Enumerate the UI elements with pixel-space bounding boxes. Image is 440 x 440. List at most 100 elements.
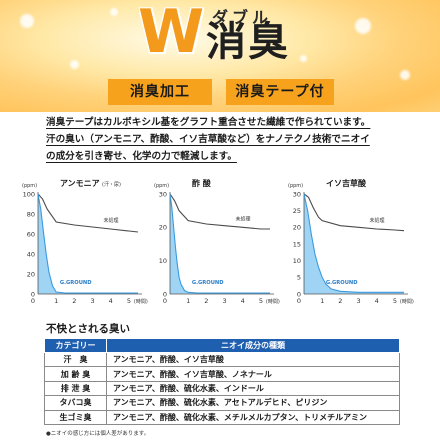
row-components: アンモニア、酢酸、イソ吉草酸、ノネナール bbox=[106, 366, 400, 382]
series-line-gground bbox=[303, 193, 404, 293]
series-line-untreated bbox=[37, 193, 139, 233]
sparkle-decoration bbox=[20, 14, 34, 28]
sparkle-decoration bbox=[355, 18, 371, 34]
odor-table: カテゴリー ニオイ成分の種類 汗 臭 アンモニア、酢酸、イソ吉草酸 加 齢 臭 … bbox=[44, 338, 400, 425]
title-w-letter: W bbox=[138, 0, 205, 67]
x-tick-label: 5 bbox=[127, 297, 131, 305]
x-unit-label: (時間) bbox=[134, 299, 148, 305]
sparkle-decoration bbox=[70, 60, 79, 69]
x-tick-label: 1 bbox=[54, 297, 58, 305]
x-tick-label: 5 bbox=[393, 297, 397, 305]
chart-acetic-acid: (ppm) 酢 酸 0 10 20 30 0 1 2 3 4 5 (時間) 未処理 G.GROUND bbox=[152, 176, 294, 311]
y-tick-label: 80 bbox=[27, 210, 35, 218]
x-unit-label: (時間) bbox=[400, 299, 414, 305]
y-unit-label: (ppm) bbox=[288, 183, 303, 189]
table-row: 排 泄 臭 アンモニア、酢酸、硫化水素、インドール bbox=[44, 380, 400, 397]
x-tick-label: 3 bbox=[90, 297, 94, 305]
y-tick-label: 5 bbox=[297, 274, 301, 282]
x-unit-label: (時間) bbox=[266, 299, 280, 305]
x-tick-label: 0 bbox=[31, 297, 35, 305]
title-subtitle: ダブル bbox=[212, 8, 273, 27]
row-components: アンモニア、酢酸、硫化水素、アセトアルデヒド、ピリジン bbox=[106, 395, 400, 411]
y-tick-label: 40 bbox=[27, 250, 35, 258]
row-category: 加 齢 臭 bbox=[44, 366, 107, 382]
series-area-gground bbox=[38, 194, 138, 294]
row-category: 汗 臭 bbox=[44, 351, 107, 368]
column-header-category: カテゴリー bbox=[44, 338, 107, 353]
x-tick-label: 1 bbox=[186, 297, 190, 305]
description-line: 消臭テープはカルボキシル基をグラフト重合させた繊維で作られています。 bbox=[46, 117, 371, 128]
y-tick-label: 100 bbox=[23, 190, 35, 198]
description-line: 汗の臭い（アンモニア、酢酸、イソ吉草酸など）をナノテクノ技術でニオイ bbox=[46, 134, 370, 145]
feature-tag-deodorant-processing: 消臭加工 bbox=[108, 79, 212, 105]
x-tick-label: 4 bbox=[375, 297, 379, 305]
y-tick-label: 20 bbox=[293, 224, 301, 232]
table-header-row: カテゴリー ニオイ成分の種類 bbox=[44, 338, 400, 353]
feature-tag-deodorant-tape: 消臭テープ付 bbox=[226, 79, 334, 105]
row-category: 排 泄 臭 bbox=[44, 380, 107, 397]
series-line-untreated bbox=[303, 193, 405, 232]
y-tick-label: 20 bbox=[27, 270, 35, 278]
sparkle-decoration bbox=[400, 70, 410, 80]
series-line-gground bbox=[169, 193, 270, 294]
x-tick-label: 0 bbox=[297, 297, 301, 305]
row-category: タバコ臭 bbox=[44, 395, 107, 411]
series-area-gground bbox=[170, 194, 270, 294]
table-row: 汗 臭 アンモニア、酢酸、イソ吉草酸 bbox=[44, 351, 400, 368]
chart-svg: (ppm) 酢 酸 0 10 20 30 0 1 2 3 4 5 (時間) 未処理 G.GROUND bbox=[154, 178, 280, 305]
x-tick-label: 5 bbox=[259, 297, 263, 305]
x-tick-label: 4 bbox=[109, 297, 113, 305]
series-label-gground: G.GROUND bbox=[60, 280, 92, 286]
y-tick-label: 60 bbox=[27, 230, 35, 238]
table-row: タバコ臭 アンモニア、酢酸、硫化水素、アセトアルデヒド、ピリジン bbox=[44, 395, 400, 411]
page-title: 消臭 bbox=[206, 19, 290, 65]
row-components: アンモニア、酢酸、硫化水素、インドール bbox=[106, 380, 400, 397]
y-tick-label: 15 bbox=[293, 240, 301, 248]
y-tick-label: 25 bbox=[293, 207, 301, 215]
chart-title: アンモニア bbox=[60, 179, 100, 188]
table-row: 加 齢 臭 アンモニア、酢酸、イソ吉草酸、ノネナール bbox=[44, 366, 400, 382]
x-tick-label: 2 bbox=[72, 297, 76, 305]
y-tick-label: 0 bbox=[163, 290, 167, 298]
footnote: ●ニオイの感じ方には個人差があります。 bbox=[46, 431, 150, 437]
x-tick-label: 2 bbox=[338, 297, 342, 305]
description-text: 消臭テープはカルボキシル基をグラフト重合させた繊維で作られています。 汗の臭い（… bbox=[46, 114, 432, 165]
row-category: 生ゴミ臭 bbox=[44, 409, 107, 425]
chart-title: 酢 酸 bbox=[192, 178, 212, 188]
y-tick-label: 0 bbox=[297, 290, 301, 298]
series-area-gground bbox=[304, 194, 404, 294]
chart-title-note: (汗・尿) bbox=[102, 181, 121, 188]
y-tick-label: 30 bbox=[293, 190, 301, 198]
series-label-untreated: 未処理 bbox=[103, 217, 118, 224]
y-tick-label: 0 bbox=[31, 290, 35, 298]
hero-banner: W ダブル 消臭 消臭加工 消臭テープ付 bbox=[0, 0, 440, 112]
series-label-gground: G.GROUND bbox=[326, 280, 358, 286]
chart-title: イソ吉草酸 bbox=[326, 178, 367, 188]
x-tick-label: 1 bbox=[320, 297, 324, 305]
chart-isovaleric-acid: (ppm) イソ吉草酸 0 5 10 15 20 25 30 0 1 2 3 4 5 (時間) 未処理 G.GRO… bbox=[286, 176, 428, 311]
series-label-gground: G.GROUND bbox=[192, 280, 224, 286]
series-label-untreated: 未処理 bbox=[369, 217, 384, 224]
y-tick-label: 10 bbox=[293, 257, 301, 265]
chart-ammonia: (ppm) アンモニア (汗・尿) 0 20 40 60 80 100 0 1 2 3 4 5 (時間) 未処理… bbox=[20, 176, 162, 311]
y-tick-label: 30 bbox=[159, 190, 167, 198]
table-row: 生ゴミ臭 アンモニア、酢酸、硫化水素、メチルメルカプタン、トリメチルアミン bbox=[44, 409, 400, 425]
x-tick-label: 4 bbox=[241, 297, 245, 305]
chart-svg: (ppm) アンモニア (汗・尿) 0 20 40 60 80 100 0 1 2 3 4 5 (時間) 未処理… bbox=[22, 179, 148, 305]
description-line: の成分を引き寄せ、化学の力で軽減します。 bbox=[46, 151, 237, 162]
x-tick-label: 3 bbox=[222, 297, 226, 305]
y-unit-label: (ppm) bbox=[22, 183, 37, 189]
y-unit-label: (ppm) bbox=[154, 183, 169, 189]
series-line-untreated bbox=[169, 193, 270, 230]
y-tick-label: 20 bbox=[159, 224, 167, 232]
column-header-components: ニオイ成分の種類 bbox=[106, 338, 400, 353]
x-tick-label: 3 bbox=[356, 297, 360, 305]
row-components: アンモニア、酢酸、硫化水素、メチルメルカプタン、トリメチルアミン bbox=[106, 409, 400, 425]
sparkle-decoration bbox=[300, 55, 307, 62]
series-label-untreated: 未処理 bbox=[235, 215, 250, 222]
x-tick-label: 0 bbox=[163, 297, 167, 305]
series-line-gground bbox=[37, 193, 138, 294]
sparkle-decoration bbox=[110, 8, 118, 16]
odor-table-title: 不快とされる臭い bbox=[46, 323, 130, 335]
